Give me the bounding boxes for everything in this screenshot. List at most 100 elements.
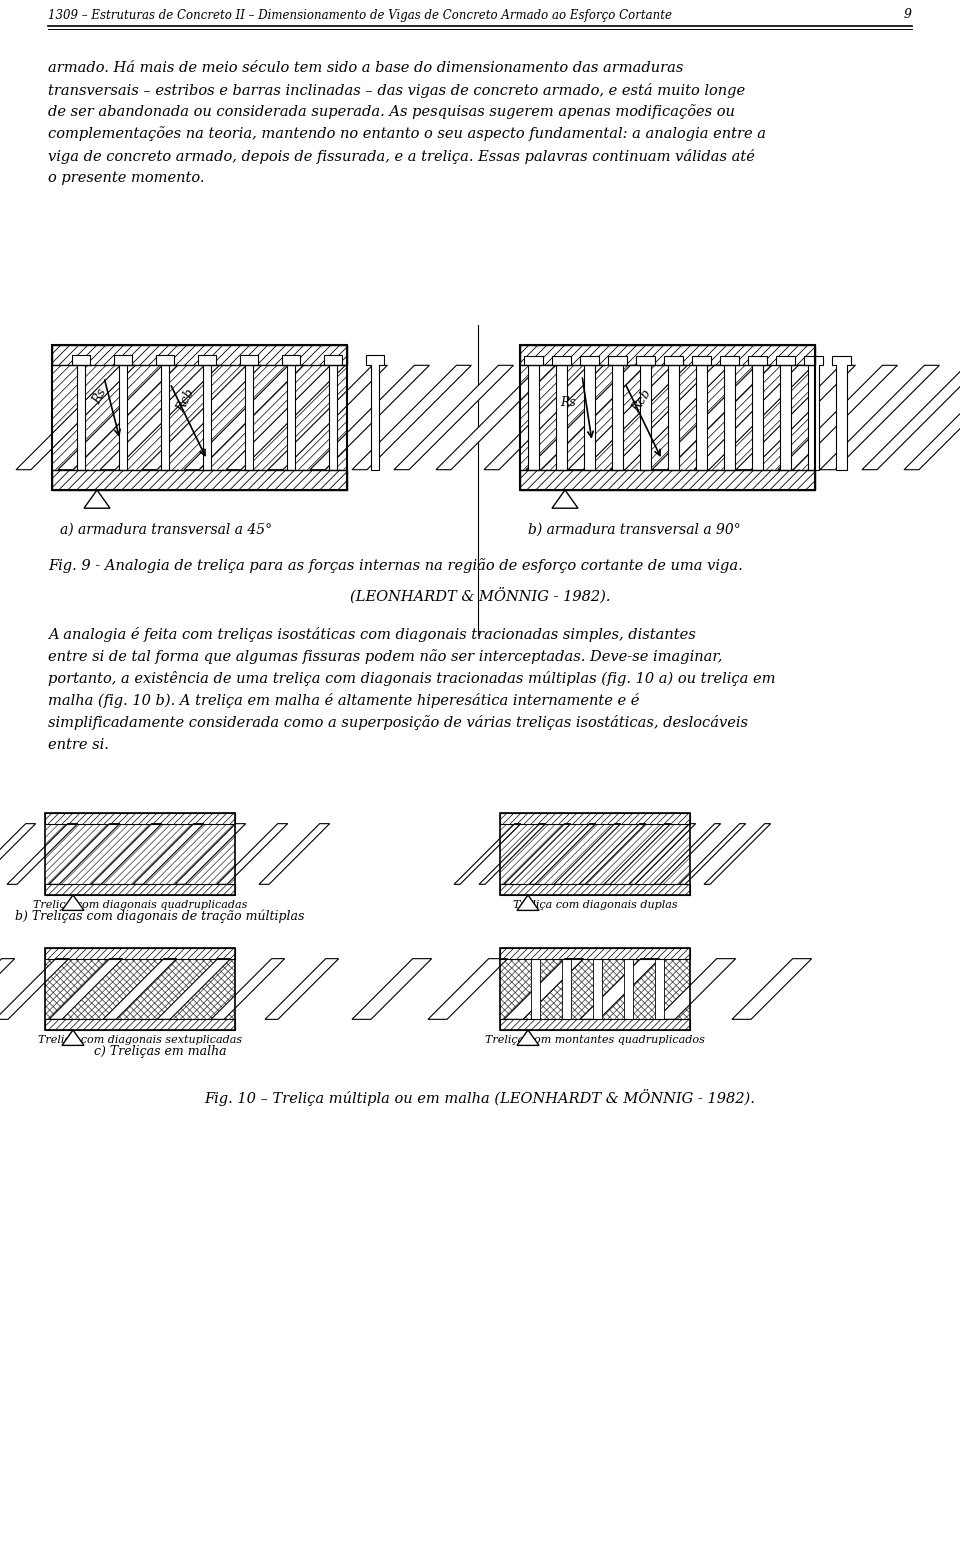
Polygon shape (629, 823, 696, 884)
Polygon shape (504, 959, 584, 1020)
Text: c) Treliças em malha: c) Treliças em malha (94, 1045, 227, 1059)
Bar (500, 884, 690, 895)
Bar (562, 959, 571, 1020)
Polygon shape (103, 959, 177, 1020)
Polygon shape (240, 355, 258, 470)
Polygon shape (552, 490, 578, 508)
Bar (500, 884, 690, 895)
Polygon shape (529, 823, 595, 884)
Text: (LEONHARDT & MÖNNIG - 1982).: (LEONHARDT & MÖNNIG - 1982). (349, 587, 611, 603)
Polygon shape (610, 366, 730, 470)
Bar (520, 345, 815, 366)
Bar (520, 345, 815, 366)
Polygon shape (504, 823, 570, 884)
Polygon shape (84, 490, 110, 508)
Text: portanto, a existência de uma treliça com diagonais tracionadas múltiplas (fig. : portanto, a existência de uma treliça co… (48, 672, 776, 687)
Polygon shape (568, 366, 687, 470)
Polygon shape (832, 356, 851, 470)
Polygon shape (310, 366, 429, 470)
Bar (520, 366, 815, 470)
Polygon shape (580, 356, 599, 470)
Polygon shape (352, 366, 471, 470)
Text: Fig. 10 – Treliça múltipla ou em malha (LEONHARDT & MÖNNIG - 1982).: Fig. 10 – Treliça múltipla ou em malha (… (204, 1090, 756, 1106)
Text: Treliça com montantes quadruplicados: Treliça com montantes quadruplicados (485, 1036, 705, 1045)
Polygon shape (526, 366, 645, 470)
Bar (52, 345, 347, 490)
Polygon shape (904, 366, 960, 470)
Bar (500, 1020, 690, 1029)
Bar (45, 884, 235, 895)
Bar (45, 1020, 235, 1029)
Bar (52, 366, 347, 470)
Polygon shape (282, 355, 300, 470)
Text: Treliça com diagonais quadruplicadas: Treliça com diagonais quadruplicadas (33, 900, 247, 911)
Polygon shape (58, 366, 178, 470)
Polygon shape (0, 823, 36, 884)
Bar (531, 959, 540, 1020)
Text: a) armadura transversal a 45°: a) armadura transversal a 45° (60, 523, 272, 537)
Polygon shape (16, 366, 135, 470)
Polygon shape (692, 356, 711, 470)
Polygon shape (732, 959, 812, 1020)
Polygon shape (114, 355, 132, 470)
Text: o presente momento.: o presente momento. (48, 170, 204, 184)
Polygon shape (664, 356, 683, 470)
Polygon shape (428, 959, 508, 1020)
Polygon shape (517, 895, 539, 911)
Polygon shape (654, 823, 721, 884)
Polygon shape (133, 823, 204, 884)
Polygon shape (604, 823, 671, 884)
Polygon shape (694, 366, 813, 470)
Bar (593, 959, 602, 1020)
Bar (45, 1020, 235, 1029)
Bar (45, 959, 235, 1020)
Text: viga de concreto armado, depois de fissurada, e a treliça. Essas palavras contin: viga de concreto armado, depois de fissu… (48, 148, 755, 164)
Bar (520, 345, 815, 490)
Polygon shape (217, 823, 288, 884)
Polygon shape (7, 823, 78, 884)
Polygon shape (0, 959, 14, 1020)
Polygon shape (479, 823, 545, 884)
Polygon shape (175, 823, 246, 884)
Polygon shape (156, 355, 174, 470)
Text: b) armadura transversal a 90°: b) armadura transversal a 90° (528, 523, 741, 537)
Polygon shape (776, 356, 795, 470)
Polygon shape (352, 959, 432, 1020)
Bar (500, 812, 690, 823)
Polygon shape (49, 959, 123, 1020)
Text: Treliça com diagonais sextuplicadas: Treliça com diagonais sextuplicadas (38, 1036, 242, 1045)
Polygon shape (720, 356, 739, 470)
Text: Rs: Rs (560, 397, 576, 409)
Bar (45, 948, 235, 959)
Polygon shape (704, 823, 771, 884)
Polygon shape (211, 959, 285, 1020)
Bar (520, 470, 815, 490)
Polygon shape (394, 366, 514, 470)
Polygon shape (580, 959, 660, 1020)
Bar (45, 884, 235, 895)
Text: entre si.: entre si. (48, 737, 108, 751)
Bar (45, 812, 235, 895)
Polygon shape (679, 823, 746, 884)
Text: malha (fig. 10 b). A treliça em malha é altamente hiperesática internamente e é: malha (fig. 10 b). A treliça em malha é … (48, 694, 639, 709)
Polygon shape (198, 355, 216, 470)
Polygon shape (49, 823, 120, 884)
Bar (45, 948, 235, 959)
Bar (52, 345, 347, 366)
Text: 9: 9 (904, 8, 912, 22)
Text: Treliça com diagonais duplas: Treliça com diagonais duplas (513, 900, 678, 911)
Bar (45, 823, 235, 884)
Polygon shape (100, 366, 220, 470)
Polygon shape (72, 355, 90, 470)
Polygon shape (62, 1029, 84, 1045)
Bar (45, 948, 235, 1029)
Bar (500, 948, 690, 959)
Text: A analogia é feita com treliças isostáticas com diagonais tracionadas simples, d: A analogia é feita com treliças isostáti… (48, 628, 696, 642)
Text: Fig. 9 - Analogia de treliça para as forças internas na região de esforço cortan: Fig. 9 - Analogia de treliça para as for… (48, 559, 743, 573)
Polygon shape (554, 823, 621, 884)
Polygon shape (157, 959, 230, 1020)
Bar (500, 1020, 690, 1029)
Polygon shape (226, 366, 346, 470)
Text: Rcb: Rcb (174, 387, 197, 414)
Text: complementações na teoria, mantendo no entanto o seu aspecto fundamental: a anal: complementações na teoria, mantendo no e… (48, 127, 766, 142)
